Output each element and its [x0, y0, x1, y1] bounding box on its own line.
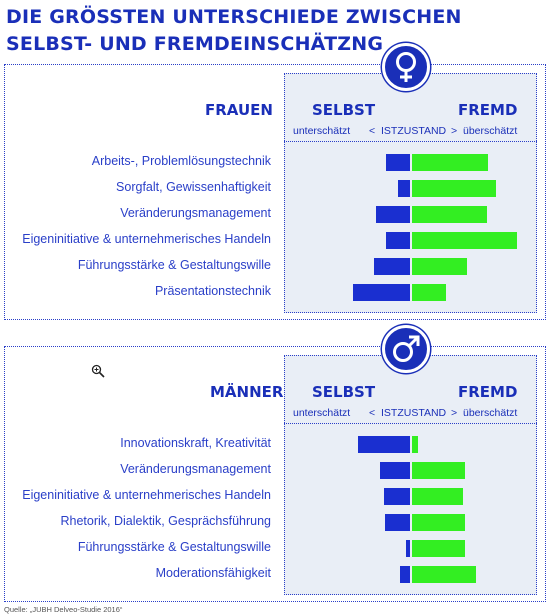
- selbst-bar: [400, 566, 410, 583]
- maenner-category-label: Innovationskraft, Kreativität: [120, 436, 271, 450]
- frauen-category-label: Präsentationstechnik: [154, 284, 271, 298]
- selbst-bar: [376, 206, 410, 223]
- fremd-bar: [412, 180, 496, 197]
- male-symbol-icon: [393, 335, 420, 362]
- frauen-fremd-header: FREMD: [458, 101, 518, 119]
- maenner-category-label: Rhetorik, Dialektik, Gesprächsführung: [60, 514, 271, 528]
- fremd-bar: [412, 284, 446, 301]
- frauen-subheader-under: unterschätzt: [293, 125, 351, 137]
- fremd-bar: [412, 206, 487, 223]
- maenner-subheader-over: überschätzt: [463, 407, 518, 419]
- fremd-bar: [412, 514, 465, 531]
- maenner-fremd-header: FREMD: [458, 383, 518, 401]
- selbst-bar: [352, 284, 410, 301]
- maenner-subheader-ist: ISTZUSTAND: [381, 407, 447, 419]
- selbst-bar: [406, 540, 410, 557]
- female-symbol-icon: [396, 52, 416, 82]
- frauen-panel: FRAUEN SELBST FREMD unterschätzt < ISTZU…: [4, 64, 546, 320]
- group-label-frauen: FRAUEN: [205, 101, 273, 119]
- maenner-subheader-lt: <: [369, 407, 376, 419]
- selbst-bar: [383, 488, 410, 505]
- frauen-subheader-over: überschätzt: [463, 125, 518, 137]
- chart-title-line2: SELBST- UND FREMDEINSCHÄTZNG: [6, 33, 384, 55]
- fremd-bar: [412, 258, 467, 275]
- frauen-category-label: Eigeninitiative & unternehmerisches Hand…: [22, 232, 271, 246]
- female-symbol-badge: [382, 43, 430, 91]
- frauen-category-label: Führungsstärke & Gestaltungswille: [77, 258, 271, 272]
- frauen-header-separator: [284, 141, 537, 142]
- maenner-category-label: Eigeninitiative & unternehmerisches Hand…: [22, 488, 271, 502]
- selbst-bar: [380, 462, 410, 479]
- fremd-bar: [412, 462, 465, 479]
- maenner-selbst-header: SELBST: [312, 383, 376, 401]
- frauen-subheader-ist: ISTZUSTAND: [381, 125, 447, 137]
- source-note: Quelle: „JUBH Delveo-Studie 2016“: [4, 605, 123, 614]
- fremd-bar: [412, 436, 419, 453]
- maenner-subheader-under: unterschätzt: [293, 407, 351, 419]
- maenner-panel: MÄNNER SELBST FREMD unterschätzt < ISTZU…: [4, 346, 546, 602]
- fremd-bar: [412, 154, 489, 171]
- selbst-bar: [357, 436, 410, 453]
- selbst-bar: [397, 180, 410, 197]
- maenner-subheader-gt: >: [451, 407, 458, 419]
- maenner-header-separator: [284, 423, 537, 424]
- selbst-bar: [373, 258, 410, 275]
- fremd-bar: [412, 232, 517, 249]
- selbst-bar: [386, 154, 410, 171]
- maenner-category-label: Veränderungsmanagement: [120, 462, 271, 476]
- selbst-bar: [385, 514, 410, 531]
- maenner-category-label: Moderationsfähigkeit: [155, 566, 271, 580]
- chart-title-line1: DIE GRÖSSTEN UNTERSCHIEDE ZWISCHEN: [6, 6, 462, 28]
- fremd-bar: [412, 566, 476, 583]
- frauen-category-label: Arbeits-, Problemlösungstechnik: [91, 154, 271, 168]
- male-symbol-badge: [382, 325, 430, 373]
- maenner-category-label: Führungsstärke & Gestaltungswille: [77, 540, 271, 554]
- frauen-category-label: Veränderungsmanagement: [120, 206, 271, 220]
- frauen-selbst-header: SELBST: [312, 101, 376, 119]
- group-label-maenner: MÄNNER: [210, 383, 284, 401]
- fremd-bar: [412, 488, 464, 505]
- frauen-subheader-gt: >: [451, 125, 458, 137]
- frauen-category-label: Sorgfalt, Gewissenhaftigkeit: [116, 180, 271, 194]
- fremd-bar: [412, 540, 465, 557]
- frauen-subheader-lt: <: [369, 125, 376, 137]
- zoom-in-icon[interactable]: [91, 364, 105, 383]
- selbst-bar: [386, 232, 410, 249]
- maenner-shaded-area: [284, 355, 537, 595]
